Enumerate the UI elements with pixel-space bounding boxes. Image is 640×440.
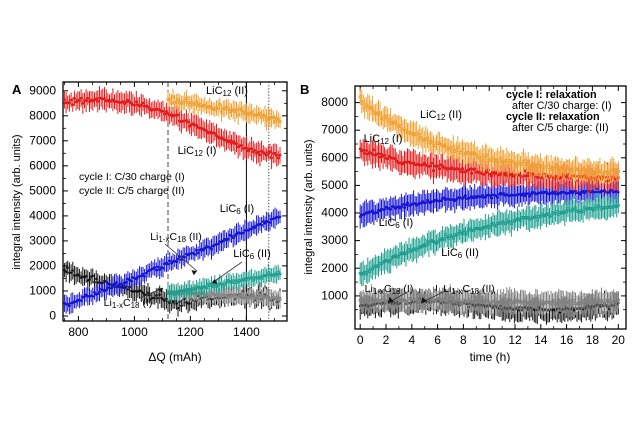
svg-text:1000: 1000 xyxy=(321,288,348,302)
svg-text:6000: 6000 xyxy=(321,150,348,164)
svg-text:20: 20 xyxy=(612,333,626,347)
svg-text:16: 16 xyxy=(560,333,574,347)
svg-text:Li1-xC18 (I): Li1-xC18 (I) xyxy=(104,297,153,310)
svg-text:14: 14 xyxy=(534,333,548,347)
svg-text:6000: 6000 xyxy=(29,158,56,172)
svg-text:0: 0 xyxy=(49,309,56,323)
svg-text:3000: 3000 xyxy=(29,233,56,247)
svg-text:4000: 4000 xyxy=(29,208,56,222)
svg-text:2: 2 xyxy=(383,333,390,347)
svg-text:8000: 8000 xyxy=(321,95,348,109)
svg-text:5000: 5000 xyxy=(29,183,56,197)
svg-text:4: 4 xyxy=(408,333,415,347)
svg-text:integral intensity (arb. units: integral intensity (arb. units) xyxy=(303,139,315,274)
svg-text:integral intensity (arb. units: integral intensity (arb. units) xyxy=(11,134,23,269)
svg-text:9000: 9000 xyxy=(29,83,56,97)
svg-text:1200: 1200 xyxy=(177,325,204,339)
svg-text:7000: 7000 xyxy=(29,133,56,147)
svg-text:1000: 1000 xyxy=(121,325,148,339)
svg-text:7000: 7000 xyxy=(321,123,348,137)
svg-text:800: 800 xyxy=(68,325,88,339)
svg-text:6: 6 xyxy=(434,333,441,347)
svg-text:1400: 1400 xyxy=(233,325,260,339)
svg-text:8: 8 xyxy=(460,333,467,347)
svg-text:0: 0 xyxy=(357,333,364,347)
svg-text:5000: 5000 xyxy=(321,178,348,192)
svg-text:Li1-xC18 (II): Li1-xC18 (II) xyxy=(150,231,202,244)
svg-text:time (h): time (h) xyxy=(470,350,511,364)
svg-text:8000: 8000 xyxy=(29,108,56,122)
svg-text:Li1-xC18 (I): Li1-xC18 (I) xyxy=(365,283,414,296)
svg-text:4000: 4000 xyxy=(321,206,348,220)
svg-text:A: A xyxy=(12,82,22,97)
svg-text:cycle I: C/30 charge (I): cycle I: C/30 charge (I) xyxy=(79,171,185,183)
svg-text:B: B xyxy=(300,82,309,97)
svg-text:10: 10 xyxy=(483,333,497,347)
svg-text:1000: 1000 xyxy=(29,284,56,298)
svg-text:12: 12 xyxy=(508,333,522,347)
svg-text:18: 18 xyxy=(586,333,600,347)
svg-text:3000: 3000 xyxy=(321,233,348,247)
svg-text:Li1-xC18 (II): Li1-xC18 (II) xyxy=(443,283,495,296)
svg-text:2000: 2000 xyxy=(29,258,56,272)
svg-text:ΔQ (mAh): ΔQ (mAh) xyxy=(148,350,201,364)
svg-text:after C/5 charge: (II): after C/5 charge: (II) xyxy=(512,122,609,134)
svg-text:2000: 2000 xyxy=(321,261,348,275)
svg-text:cycle II: C/5 charge (II): cycle II: C/5 charge (II) xyxy=(79,185,185,197)
